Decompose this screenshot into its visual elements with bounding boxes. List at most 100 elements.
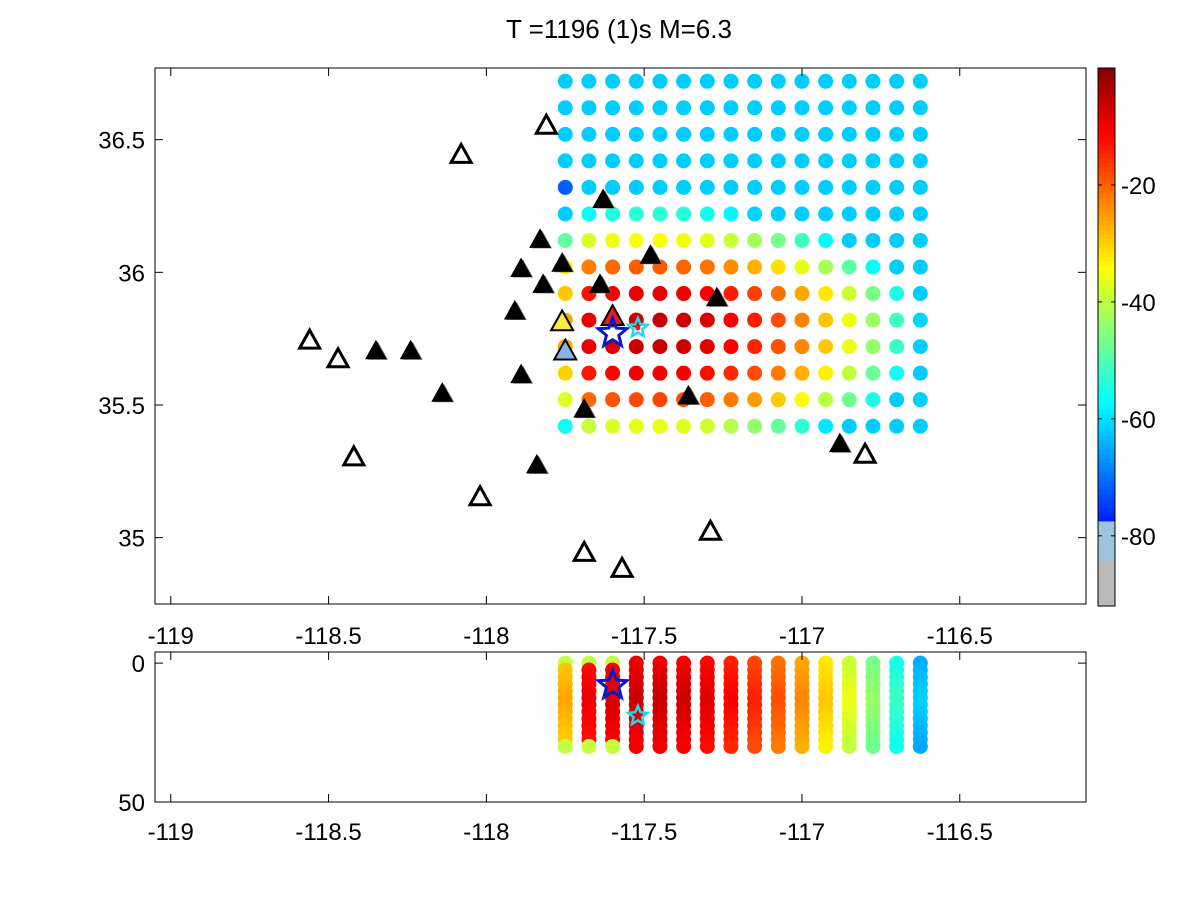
map-grid-dot [841,206,857,222]
colorbar-band [1098,184,1115,190]
depth-markers [594,666,651,727]
map-grid-dot [794,392,810,408]
colorbar-band [1098,90,1115,96]
map-grid-dot [676,73,692,89]
colorbar-band [1098,130,1115,136]
colorbar-band [1098,323,1115,329]
depth-aftershock-star [625,702,651,727]
map-grid-dot [605,365,621,381]
colorbar-ticks: -80 -60 -40 -20 [1098,173,1156,551]
map-grid-dot [912,259,928,275]
map-grid-dot [794,339,810,355]
station-open-triangle [448,141,474,164]
station-filled-triangle [503,299,526,320]
colorbar-band [1098,171,1115,177]
colorbar-band [1098,103,1115,109]
map-grid-dot [841,392,857,408]
map-grid-dot [912,392,928,408]
map-grid-dot [605,259,621,275]
depth-x-tick-label: -118.5 [295,819,361,846]
map-grid-dot [699,418,715,434]
map-grid-dot [912,418,928,434]
station-open-triangle [297,327,323,350]
map-y-tick-label: 36 [118,260,145,287]
station-filled-triangle [573,398,596,418]
station-filled-triangle [529,228,551,248]
map-grid-dot [581,312,597,328]
colorbar-band [1098,175,1115,181]
depth-epicenter-star [594,666,631,701]
map-grid-dot [865,179,881,195]
station-filled-triangle [828,432,851,453]
map-grid-dot [699,126,715,142]
map-grid-dot [865,259,881,275]
map-grid-dot [581,206,597,222]
map-grid-dot [818,73,834,89]
map-grid-dot [818,179,834,195]
station-filled-triangle [510,363,532,384]
colorbar-band [1098,426,1115,432]
map-grid-dot [676,126,692,142]
map-grid-dot [699,232,715,248]
map-grid-dots [557,73,928,434]
colorbar-band [1098,157,1115,163]
map-grid-dot [581,179,597,195]
colorbar-tick-label: -20 [1121,173,1156,200]
map-grid-dot [841,339,857,355]
map-grid-dot [770,286,786,302]
map-grid-dot [818,392,834,408]
colorbar-band [1098,520,1115,526]
map-grid-dot [841,365,857,381]
map-grid-dot [557,392,573,408]
map-grid-dot [889,392,905,408]
map-grid-dot [557,179,573,195]
map-grid-dot [699,392,715,408]
depth-grid-dot [723,738,739,754]
colorbar-band [1098,206,1115,213]
colorbar-band [1098,153,1115,159]
map-grid-dot [676,259,692,275]
map-grid-dot [699,365,715,381]
colorbar-band [1098,139,1115,145]
map-grid-dot [770,339,786,355]
colorbar-band [1098,574,1115,580]
map-grid-dot [912,73,928,89]
map-grid-dot [723,339,739,355]
colorbar-band [1098,498,1115,504]
colorbar-band [1098,162,1115,168]
colorbar-band [1098,489,1115,495]
depth-grid-dot [557,738,573,754]
colorbar-band [1098,337,1115,343]
map-grid-dot [912,126,928,142]
map-grid-dot [581,259,597,275]
map-grid-dot [841,418,857,434]
map-grid-dot [747,312,763,328]
colorbar-band [1098,135,1115,141]
map-grid-dot [794,365,810,381]
map-grid-dot [770,392,786,408]
map-grid-dot [912,232,928,248]
map-grid-dot [770,259,786,275]
colorbar-band [1098,278,1115,284]
colorbar-band [1098,229,1115,235]
colorbar-band [1098,94,1115,100]
depth-ticks: -119 -118.5 -118 -117.5 -117 -116.5 0 50 [118,651,1086,846]
map-grid-dot [770,126,786,142]
map-grid-dot [865,73,881,89]
colorbar-band [1098,556,1115,562]
map-grid-dot [652,126,668,142]
station-filled-triangle [592,188,614,209]
colorbar-band [1098,220,1115,226]
colorbar-band [1098,144,1115,150]
map-grid-dot [865,312,881,328]
depth-x-tick-label: -116.5 [927,819,993,846]
station-filled-triangle [677,384,700,405]
map-grid-dot [747,126,763,142]
colorbar-band [1098,440,1115,446]
map-grid-dot [818,339,834,355]
map-grid-dot [557,286,573,302]
map-grid-dot [699,206,715,222]
map-grid-dot [652,312,668,328]
depth-y-tick-label: 0 [132,651,145,678]
map-grid-dot [652,392,668,408]
